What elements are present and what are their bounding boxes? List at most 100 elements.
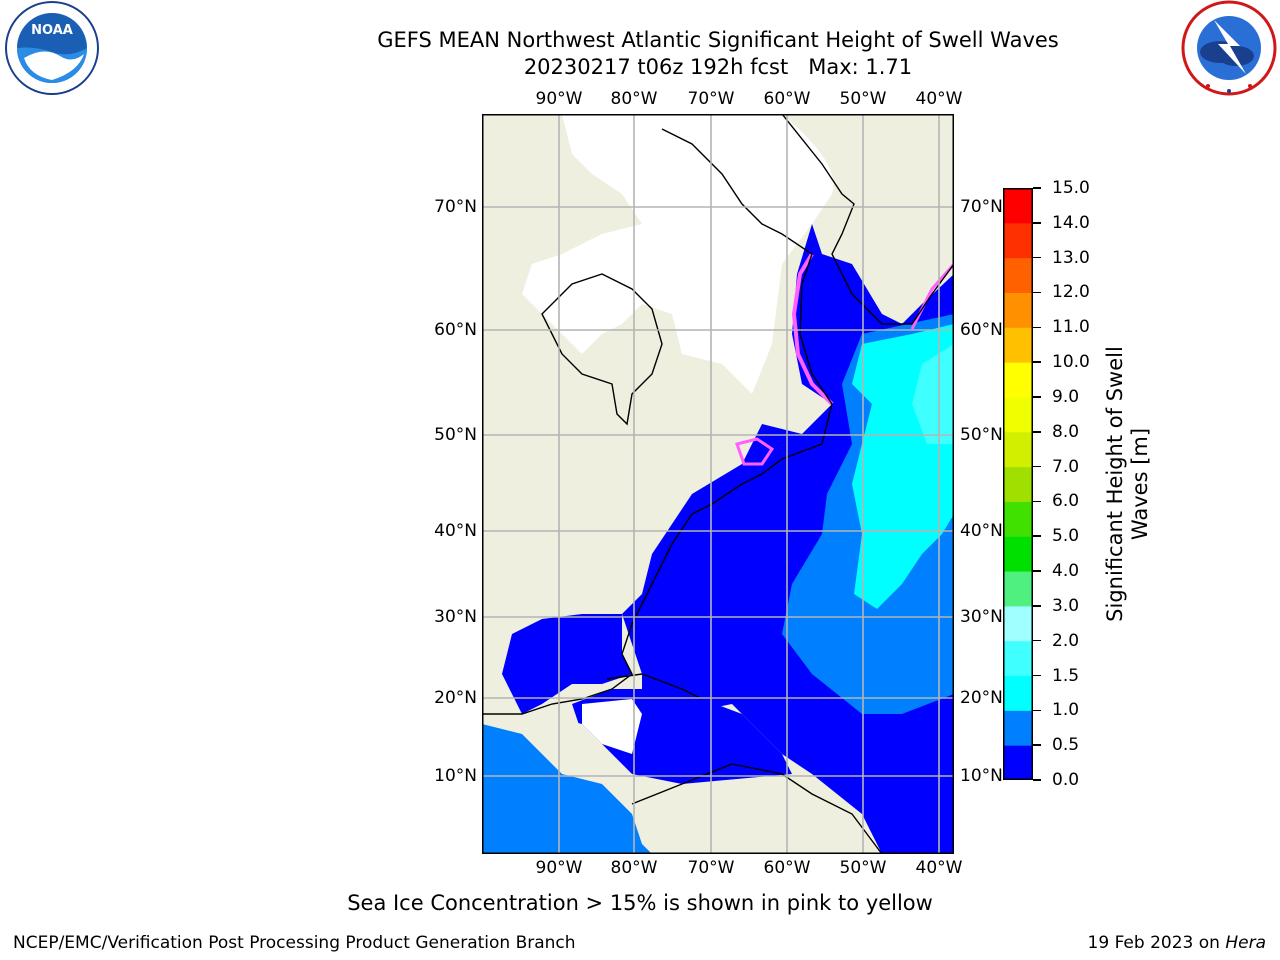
- land-central-america: [542, 714, 667, 854]
- noaa-logo: NOAA: [5, 1, 99, 95]
- colorbar-tick: [1033, 570, 1041, 572]
- colorbar-segment: [1003, 710, 1033, 746]
- lat-label-left: 50°N: [434, 425, 477, 445]
- lat-label-right: 50°N: [960, 425, 1003, 445]
- lat-label-left: 20°N: [434, 688, 477, 708]
- colorbar-tick: [1033, 396, 1041, 398]
- colorbar-segment: [1003, 501, 1033, 537]
- lat-label-left: 70°N: [434, 197, 477, 217]
- colorbar-tick: [1033, 500, 1041, 503]
- footer-organization: NCEP/EMC/Verification Post Processing Pr…: [13, 933, 576, 953]
- lon-label-bottom: 60°W: [763, 858, 811, 878]
- footer-date: 19 Feb 2023 on Hera: [1088, 933, 1266, 953]
- lon-label-bottom: 80°W: [610, 858, 658, 878]
- map-subtitle: 20230217 t06z 192h fcst Max: 1.71: [523, 55, 913, 79]
- lat-label-left: 60°N: [434, 320, 477, 340]
- colorbar-tick: [1033, 361, 1041, 363]
- colorbar-title: Significant Height of Swell Waves [m]: [1103, 346, 1152, 622]
- colorbar-segment: [1003, 466, 1033, 502]
- colorbar-segment: [1003, 675, 1033, 711]
- colorbar-segment: [1003, 292, 1033, 328]
- colorbar-tick-label: 0.0: [1052, 770, 1080, 790]
- ice-area: [522, 114, 834, 394]
- colorbar-tick-label: 10.0: [1052, 352, 1090, 373]
- colorbar-segment: [1003, 640, 1033, 677]
- colorbar-tick: [1033, 744, 1041, 746]
- colorbar-tick-label: 6.0: [1052, 491, 1080, 512]
- coastline-greenland: [781, 114, 954, 325]
- colorbar-tick: [1033, 779, 1041, 781]
- colorbar-tick: [1033, 291, 1041, 294]
- colorbar-tick-label: 0.5: [1052, 735, 1080, 756]
- colorbar-tick-label: 1.5: [1052, 665, 1080, 686]
- graticule: [482, 114, 954, 854]
- colorbar-tick: [1033, 674, 1041, 677]
- colorbar-segment: [1003, 327, 1033, 363]
- colorbar-tick-label: 5.0: [1052, 526, 1080, 547]
- map-panel: [482, 114, 954, 854]
- colorbar-tick-label: 9.0: [1052, 386, 1080, 407]
- coastline-hudson-bay: [541, 273, 663, 426]
- colorbar-tick: [1033, 256, 1041, 259]
- colorbar-tick-label: 14.0: [1052, 212, 1090, 233]
- colorbar-frame: [1003, 188, 1033, 780]
- lon-label-bottom: 70°W: [687, 858, 735, 878]
- colorbar-tick-label: 1.0: [1052, 700, 1080, 721]
- colorbar: [1003, 188, 1033, 780]
- lon-label-top: 80°W: [610, 89, 658, 109]
- colorbar-tick: [1033, 639, 1041, 642]
- colorbar-segment: [1003, 222, 1033, 259]
- coastline-cuba: [606, 673, 703, 700]
- lon-label-top: 90°W: [535, 89, 583, 109]
- sea-ice-edge: [791, 252, 834, 406]
- lat-label-right: 20°N: [960, 688, 1003, 708]
- colorbar-tick: [1033, 709, 1041, 712]
- coastline-south-america: [631, 763, 883, 854]
- sea-ice-edge-greenland: [910, 263, 954, 330]
- colorbar-tick-label: 8.0: [1052, 421, 1080, 442]
- colorbar-segment: [1003, 396, 1033, 433]
- lon-label-top: 70°W: [687, 89, 735, 109]
- footer-host: Hera: [1225, 933, 1266, 953]
- colorbar-tick: [1033, 222, 1041, 224]
- sea-ice-note: Sea Ice Concentration > 15% is shown in …: [347, 891, 933, 915]
- colorbar-tick-label: 2.0: [1052, 630, 1080, 651]
- colorbar-segment: [1003, 257, 1033, 293]
- colorbar-tick-label: 4.0: [1052, 561, 1080, 582]
- lat-label-left: 40°N: [434, 521, 477, 541]
- lon-label-bottom: 40°W: [915, 858, 963, 878]
- footer-date-text: 19 Feb 2023 on: [1087, 933, 1226, 953]
- colorbar-tick: [1033, 326, 1041, 329]
- colorbar-tick: [1033, 605, 1041, 607]
- colorbar-segment: [1003, 188, 1033, 224]
- lon-label-bottom: 90°W: [535, 858, 583, 878]
- lon-label-top: 60°W: [763, 89, 811, 109]
- colorbar-segment: [1003, 605, 1033, 642]
- colorbar-tick: [1033, 431, 1041, 433]
- coastline-north-america: [482, 128, 833, 715]
- ice-yucatan: [582, 699, 642, 754]
- lat-label-right: 70°N: [960, 197, 1003, 217]
- lat-label-right: 10°N: [960, 766, 1003, 786]
- lat-label-left: 30°N: [434, 607, 477, 627]
- colorbar-tick-label: 12.0: [1052, 282, 1090, 303]
- lat-label-left: 10°N: [434, 766, 477, 786]
- colorbar-tick: [1033, 535, 1041, 537]
- nws-logo: [1181, 0, 1277, 96]
- colorbar-tick-label: 13.0: [1052, 247, 1090, 268]
- ocean-pacific: [482, 724, 652, 854]
- lon-label-top: 40°W: [915, 89, 963, 109]
- colorbar-tick-label: 11.0: [1052, 317, 1090, 338]
- colorbar-tick: [1033, 187, 1041, 189]
- colorbar-tick-label: 3.0: [1052, 595, 1080, 616]
- lat-label-right: 40°N: [960, 521, 1003, 541]
- lon-label-bottom: 50°W: [839, 858, 887, 878]
- colorbar-segment: [1003, 431, 1033, 468]
- lat-label-right: 60°N: [960, 320, 1003, 340]
- ocean-gulf: [502, 614, 632, 714]
- colorbar-segment: [1003, 536, 1033, 572]
- svg-text:NOAA: NOAA: [31, 23, 73, 38]
- sea-ice-edge-gulf: [735, 437, 775, 466]
- colorbar-segment: [1003, 571, 1033, 607]
- colorbar-segment: [1003, 745, 1033, 780]
